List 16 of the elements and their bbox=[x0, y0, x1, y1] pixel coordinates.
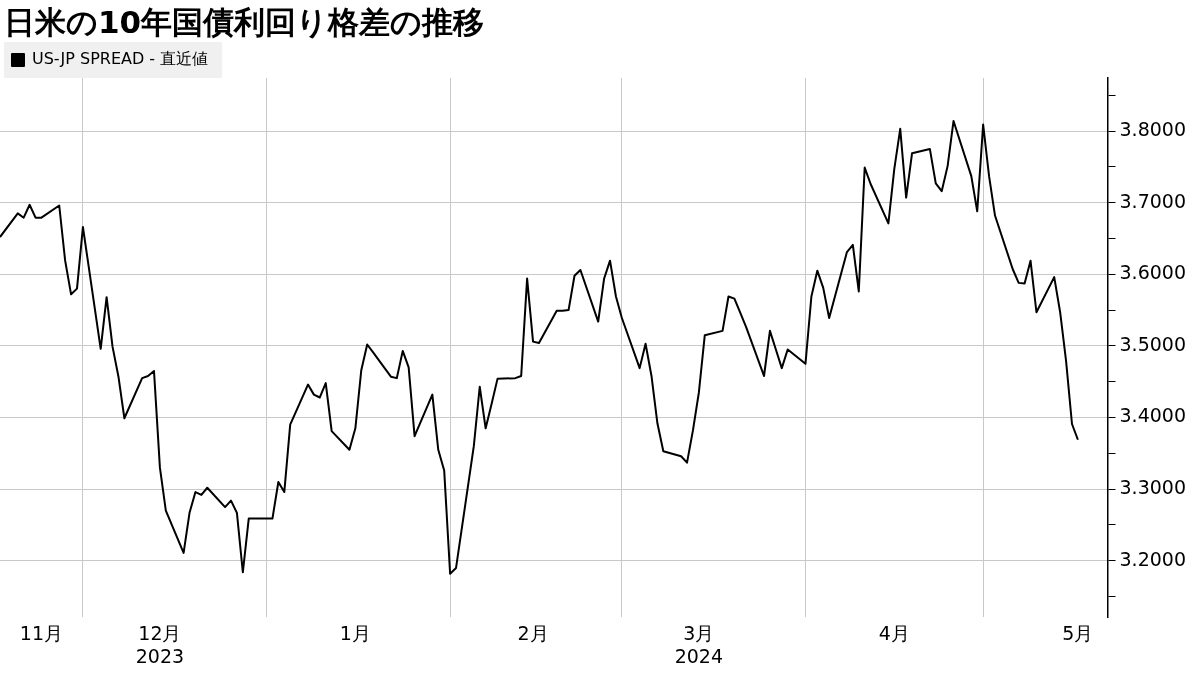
x-tick-label: 3月 2024 bbox=[674, 621, 724, 667]
legend-label: US-JP SPREAD - 直近値 bbox=[32, 49, 209, 69]
y-tick-label: 3.7000 bbox=[1119, 189, 1186, 212]
y-tick-label: 3.4000 bbox=[1119, 404, 1186, 427]
y-tick-label: 3.3000 bbox=[1119, 476, 1186, 499]
x-tick-label: 2月 bbox=[517, 621, 549, 644]
chart-title: 日米の10年国債利回り格差の推移 bbox=[4, 3, 485, 42]
y-tick-label: 3.2000 bbox=[1119, 547, 1186, 570]
y-tick-label: 3.5000 bbox=[1119, 332, 1186, 355]
y-tick-label: 3.8000 bbox=[1119, 117, 1186, 140]
x-tick-label: 5月 bbox=[1062, 621, 1094, 644]
x-tick-label: 11月 bbox=[19, 621, 64, 644]
y-tick-label: 3.6000 bbox=[1119, 261, 1186, 284]
x-tick-label: 12月 2023 bbox=[135, 621, 185, 667]
x-tick-label: 1月 bbox=[339, 621, 371, 644]
x-tick-label: 4月 bbox=[878, 621, 910, 644]
